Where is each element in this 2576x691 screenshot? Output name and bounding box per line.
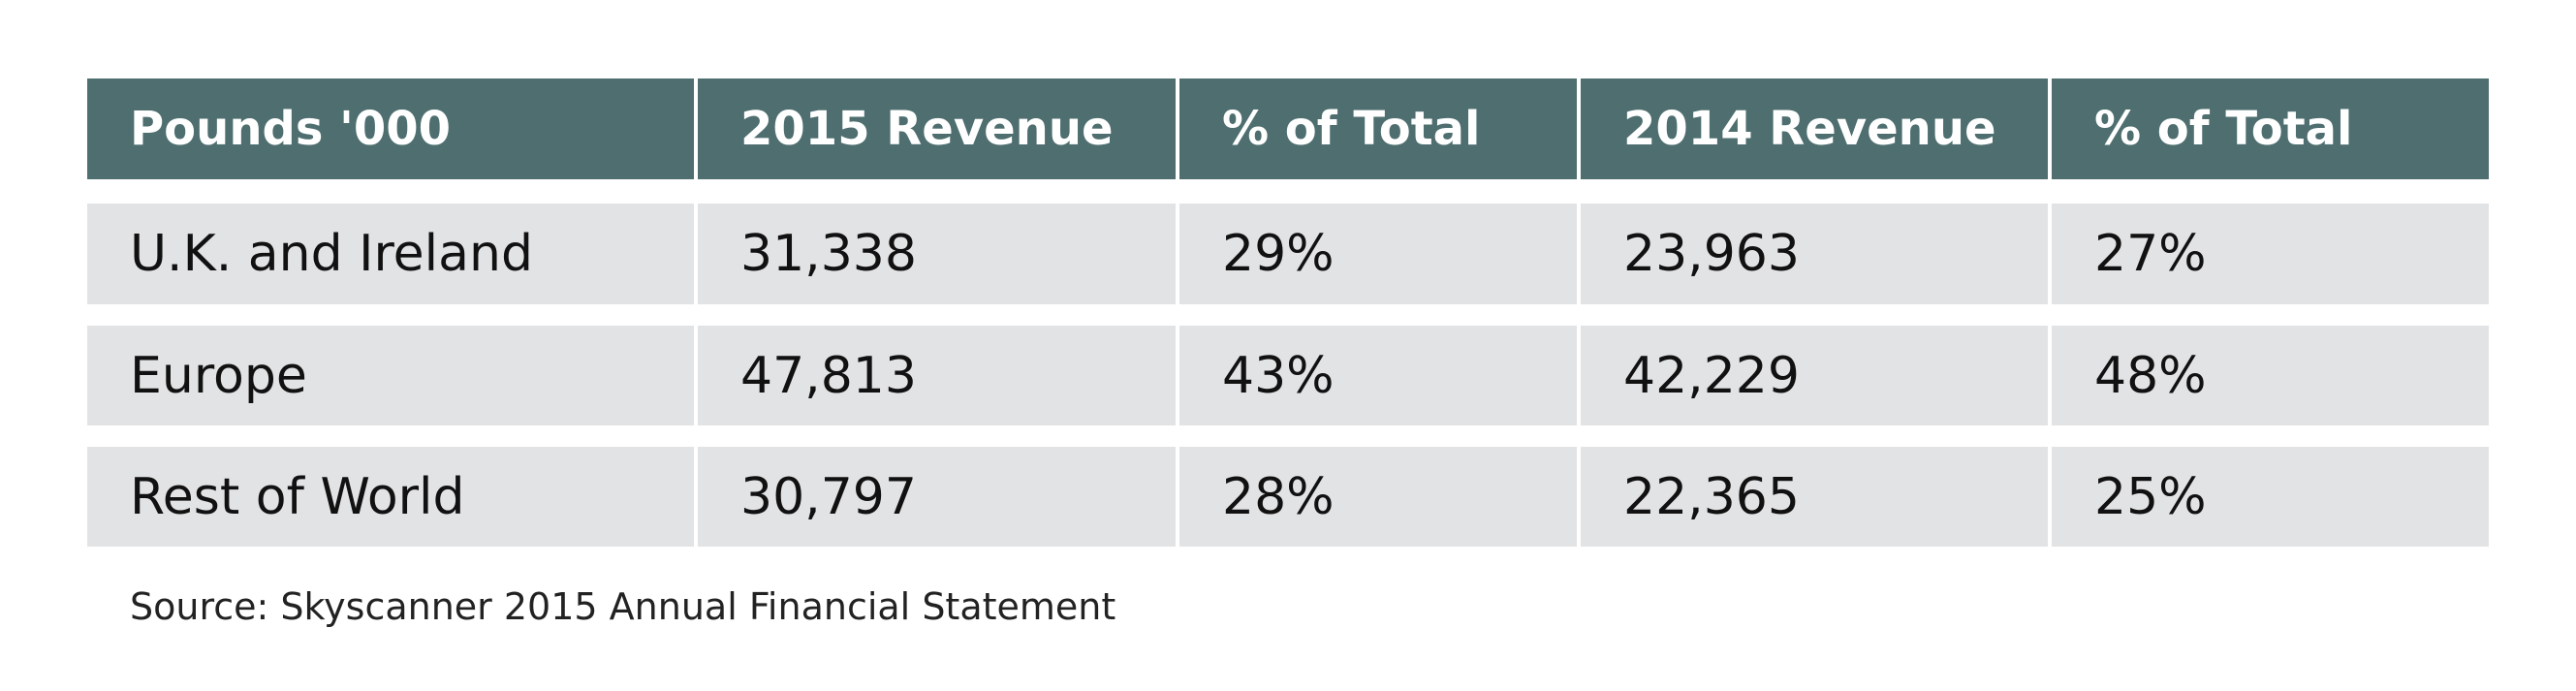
table-cell: 27% <box>2052 204 2489 304</box>
row-label: Europe <box>87 326 694 425</box>
header-cell: 2014 Revenue <box>1581 79 2048 179</box>
table-cell: 42,229 <box>1581 326 2048 425</box>
table-cell: 23,963 <box>1581 204 2048 304</box>
row-label: U.K. and Ireland <box>87 204 694 304</box>
header-cell: % of Total <box>2052 79 2489 179</box>
table-cell: 30,797 <box>698 447 1176 547</box>
table-cell: 22,365 <box>1581 447 2048 547</box>
row-label: Rest of World <box>87 447 694 547</box>
table-cell: 47,813 <box>698 326 1176 425</box>
header-cell: Pounds '000 <box>87 79 694 179</box>
source-note: Source: Skyscanner 2015 Annual Financial… <box>130 585 1116 628</box>
table-cell: 25% <box>2052 447 2489 547</box>
table-cell: 48% <box>2052 326 2489 425</box>
header-cell: 2015 Revenue <box>698 79 1176 179</box>
header-cell: % of Total <box>1179 79 1577 179</box>
table-cell: 31,338 <box>698 204 1176 304</box>
table-cell: 43% <box>1179 326 1577 425</box>
table-cell: 28% <box>1179 447 1577 547</box>
table-cell: 29% <box>1179 204 1577 304</box>
